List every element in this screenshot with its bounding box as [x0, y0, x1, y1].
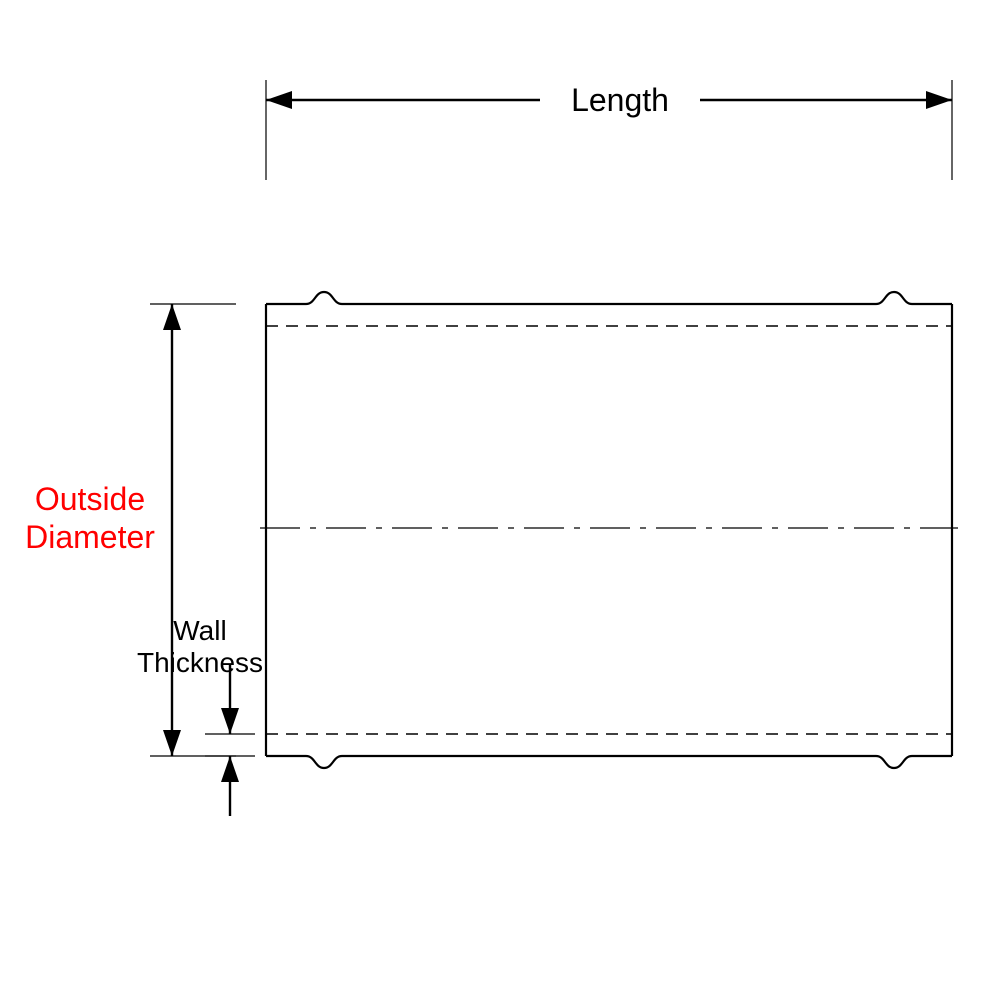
od-label-2: Diameter	[25, 519, 155, 555]
arrowhead	[266, 91, 292, 109]
arrowhead	[163, 304, 181, 330]
arrowhead	[926, 91, 952, 109]
wall-label-1: Wall	[173, 615, 226, 646]
part-outline-bottom	[266, 756, 952, 768]
arrowhead	[221, 756, 239, 782]
arrowhead	[163, 730, 181, 756]
arrowhead	[221, 708, 239, 734]
wall-label-2: Thickness	[137, 647, 263, 678]
od-label-1: Outside	[35, 481, 145, 517]
length-label: Length	[571, 82, 669, 118]
part-outline-top	[266, 292, 952, 304]
